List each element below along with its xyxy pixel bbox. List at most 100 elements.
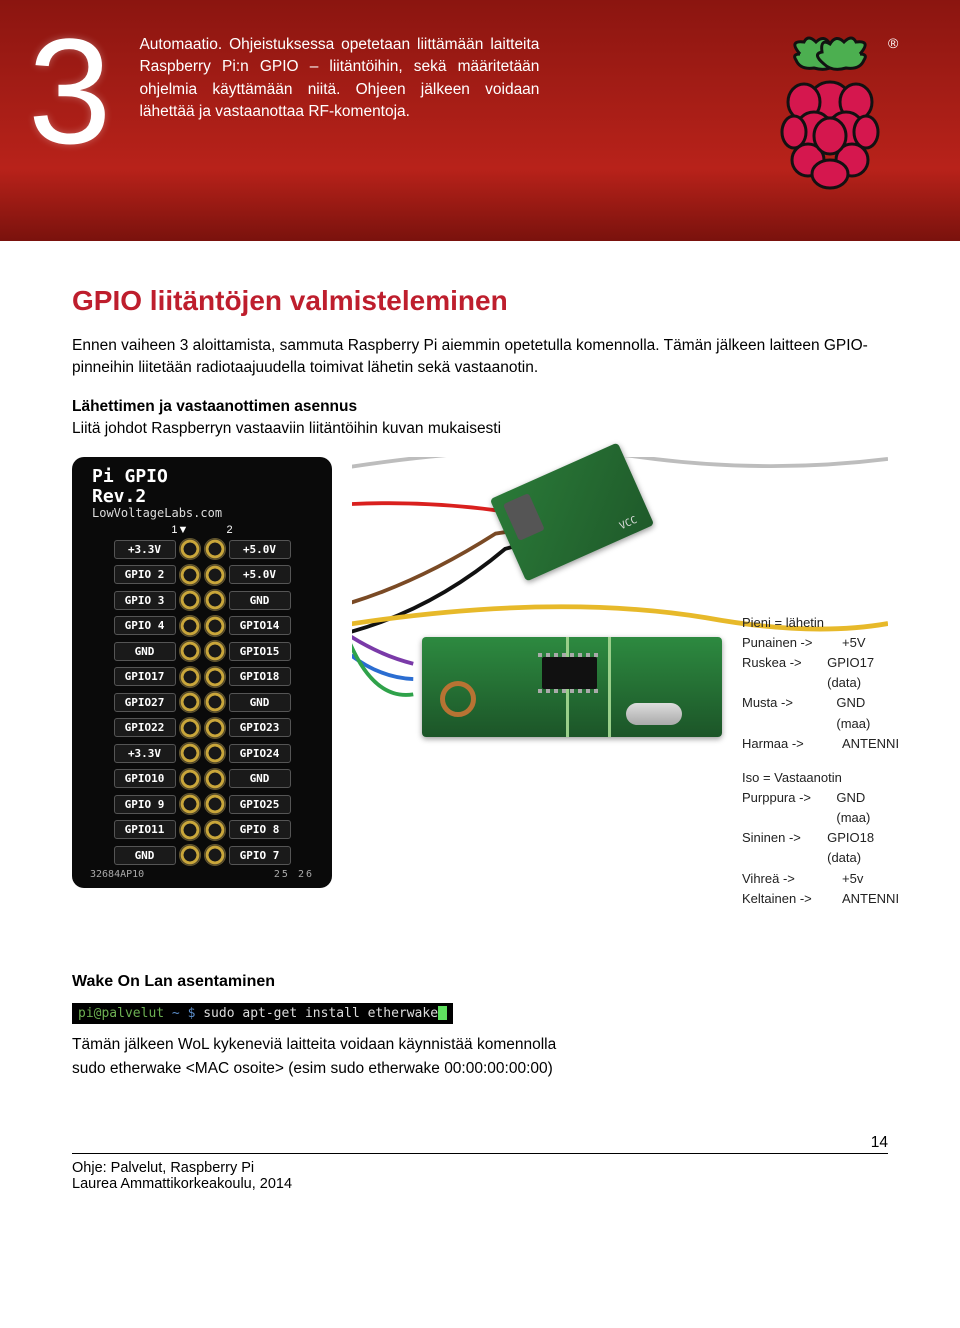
pin-hole-icon — [179, 717, 201, 739]
cursor-icon — [438, 1006, 447, 1020]
pin-hole-icon — [179, 564, 201, 586]
pin-label-left: GPIO11 — [114, 820, 176, 839]
pcb-column-numbers: 1▼2 — [80, 524, 324, 536]
pin-label-left: GPIO 9 — [114, 795, 176, 814]
pin-row: GND GPIO15 — [80, 640, 324, 662]
legend-tx-title: Pieni = lähetin — [742, 613, 899, 633]
pin-hole-icon — [204, 844, 226, 866]
pin-hole-icon — [204, 589, 226, 611]
pin-hole-icon — [204, 666, 226, 688]
pin-label-left: GPIO22 — [114, 718, 176, 737]
paragraph-intro: Ennen vaiheen 3 aloittamista, sammuta Ra… — [72, 335, 888, 380]
pin-label-right: GND — [229, 693, 291, 712]
rx-module — [422, 637, 722, 737]
pin-label-left: GPIO17 — [114, 667, 176, 686]
pin-label-left: GPIO10 — [114, 769, 176, 788]
pin-row: GPIO11 GPIO 8 — [80, 819, 324, 841]
pin-hole-icon — [204, 640, 226, 662]
terminal-command: pi@palvelut ~ $ sudo apt-get install eth… — [72, 1003, 453, 1024]
tx-module — [490, 442, 655, 581]
pin-hole-icon — [204, 768, 226, 790]
pin-row: GNDGPIO 7 — [80, 844, 324, 866]
pin-hole-icon — [179, 589, 201, 611]
pin-hole-icon — [179, 793, 201, 815]
pin-row: GPIO 3 GND — [80, 589, 324, 611]
page-number: 14 — [871, 1134, 888, 1192]
wol-command-example: sudo etherwake <MAC osoite> (esim sudo e… — [72, 1058, 888, 1080]
pin-hole-icon — [204, 819, 226, 841]
pcb-title: Pi GPIORev.2 — [80, 467, 324, 507]
pin-label-left: +3.3V — [114, 540, 176, 559]
wol-heading: Wake On Lan asentaminen — [72, 973, 888, 991]
paragraph-install: Lähettimen ja vastaanottimen asennus Lii… — [72, 396, 888, 441]
pin-row: +3.3V GPIO24 — [80, 742, 324, 764]
pin-hole-icon — [179, 640, 201, 662]
legend-row: Musta ->GND (maa) — [742, 693, 899, 733]
pin-hole-icon — [179, 538, 201, 560]
pcb-bottom-text: 32684AP10 25 26 — [80, 866, 324, 880]
pin-hole-icon — [179, 768, 201, 790]
pin-label-right: GPIO23 — [229, 718, 291, 737]
content: GPIO liitäntöjen valmisteleminen Ennen v… — [0, 241, 960, 1081]
footer: Ohje: Palvelut, Raspberry Pi Laurea Amma… — [0, 1154, 960, 1212]
header-band: 3 Automaatio. Ohjeistuksessa opetetaan l… — [0, 0, 960, 241]
section-number: 3 — [28, 28, 111, 156]
pin-label-right: GPIO 7 — [229, 846, 291, 865]
pin-label-right: GPIO25 — [229, 795, 291, 814]
pin-label-right: GPIO18 — [229, 667, 291, 686]
page-title: GPIO liitäntöjen valmisteleminen — [72, 285, 888, 317]
pin-label-right: GND — [229, 769, 291, 788]
pin-hole-icon — [204, 538, 226, 560]
pin-row: GPIO27 GND — [80, 691, 324, 713]
pin-grid: +3.3V+5.0VGPIO 2+5.0VGPIO 3GNDGPIO 4GPIO… — [80, 538, 324, 866]
pin-label-right: +5.0V — [229, 565, 291, 584]
install-text: Liitä johdot Raspberryn vastaaviin liitä… — [72, 420, 501, 437]
legend-row: Ruskea ->GPIO17 (data) — [742, 653, 899, 693]
pin-label-right: GPIO 8 — [229, 820, 291, 839]
pin-row: GPIO 2 +5.0V — [80, 564, 324, 586]
pin-row: GPIO17 GPIO18 — [80, 666, 324, 688]
legend-row: Harmaa ->ANTENNI — [742, 734, 899, 754]
raspberry-pi-logo: ® — [760, 28, 900, 205]
pin-label-right: +5.0V — [229, 540, 291, 559]
install-subtitle: Lähettimen ja vastaanottimen asennus — [72, 398, 357, 415]
pin-label-right: GPIO14 — [229, 616, 291, 635]
legend-rx-title: Iso = Vastaanotin — [742, 768, 899, 788]
pin-hole-icon — [204, 564, 226, 586]
pin-label-left: GND — [114, 642, 176, 661]
pin-hole-icon — [204, 691, 226, 713]
pin-hole-icon — [204, 742, 226, 764]
intro-text: Automaatio. Ohjeistuksessa opetetaan lii… — [139, 28, 539, 124]
pcb-subtitle: LowVoltageLabs.com — [80, 506, 324, 520]
wiring-diagram: Pi GPIORev.2 LowVoltageLabs.com 1▼2 +3.3… — [72, 457, 888, 917]
pin-row: GPIO 9 GPIO25 — [80, 793, 324, 815]
pin-label-left: GPIO 2 — [114, 565, 176, 584]
modules-area: Pieni = lähetin Punainen ->+5VRuskea ->G… — [352, 457, 888, 917]
pin-label-left: GPIO27 — [114, 693, 176, 712]
pin-hole-icon — [204, 793, 226, 815]
pin-label-left: +3.3V — [114, 744, 176, 763]
pin-label-left: GPIO 3 — [114, 591, 176, 610]
pin-row: GPIO10 GND — [80, 768, 324, 790]
pin-hole-icon — [179, 742, 201, 764]
pin-hole-icon — [179, 844, 201, 866]
legend-row: Punainen ->+5V — [742, 633, 899, 653]
pin-row: GPIO 4 GPIO14 — [80, 615, 324, 637]
pin-hole-icon — [179, 615, 201, 637]
pin-label-right: GND — [229, 591, 291, 610]
legend-row: Sininen ->GPIO18 (data) — [742, 828, 899, 868]
trademark-icon: ® — [888, 35, 899, 51]
wiring-legend: Pieni = lähetin Punainen ->+5VRuskea ->G… — [742, 613, 899, 923]
legend-row: Purppura ->GND (maa) — [742, 788, 899, 828]
pin-hole-icon — [179, 666, 201, 688]
pin-label-right: GPIO24 — [229, 744, 291, 763]
footer-line2: Laurea Ammattikorkeakoulu, 2014 — [72, 1176, 292, 1192]
pin-row: GPIO22 GPIO23 — [80, 717, 324, 739]
pin-row: +3.3V +5.0V — [80, 538, 324, 560]
pin-label-left: GPIO 4 — [114, 616, 176, 635]
pin-hole-icon — [179, 691, 201, 713]
pin-label-right: GPIO15 — [229, 642, 291, 661]
pin-hole-icon — [204, 717, 226, 739]
pin-hole-icon — [179, 819, 201, 841]
gpio-reference-board: Pi GPIORev.2 LowVoltageLabs.com 1▼2 +3.3… — [72, 457, 332, 889]
